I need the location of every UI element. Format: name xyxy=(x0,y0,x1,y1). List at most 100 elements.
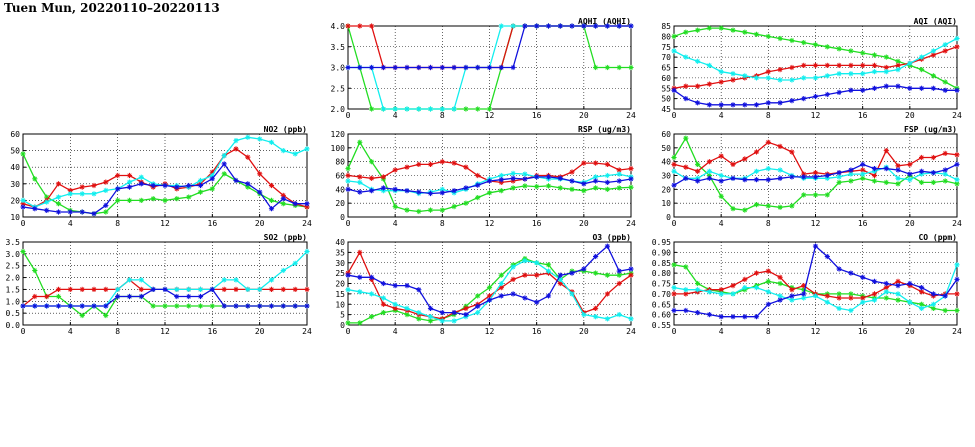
data-point xyxy=(695,83,701,89)
data-point xyxy=(197,293,204,300)
data-point xyxy=(416,189,422,195)
y-tick-label: 40 xyxy=(10,163,20,172)
y-tick-label: 120 xyxy=(331,130,346,139)
data-point xyxy=(79,184,85,190)
data-point xyxy=(545,183,552,189)
data-point xyxy=(126,277,133,283)
data-point xyxy=(895,291,901,297)
data-point xyxy=(730,206,736,212)
data-point xyxy=(789,293,795,299)
data-point xyxy=(126,184,133,190)
data-point xyxy=(357,189,363,195)
data-point xyxy=(345,186,351,192)
data-point xyxy=(233,138,239,144)
data-point xyxy=(718,25,724,31)
data-point xyxy=(510,291,516,297)
data-point xyxy=(604,64,610,71)
data-point xyxy=(268,139,275,145)
data-point xyxy=(268,206,275,212)
data-point xyxy=(345,287,351,293)
chart-title: CO (ppm) xyxy=(918,233,957,242)
data-point xyxy=(20,303,26,309)
data-point xyxy=(860,161,866,167)
x-tick-label: 8 xyxy=(440,111,445,120)
data-point xyxy=(174,293,180,300)
data-point xyxy=(380,106,386,112)
data-point xyxy=(812,42,819,48)
data-point xyxy=(486,106,493,112)
data-point xyxy=(765,166,771,172)
data-point xyxy=(930,85,936,91)
data-point xyxy=(221,303,227,309)
data-point xyxy=(683,264,689,270)
data-point xyxy=(753,149,760,155)
data-point xyxy=(292,201,298,207)
x-tick-label: 8 xyxy=(440,327,445,336)
data-point xyxy=(593,305,599,311)
data-point xyxy=(593,64,599,71)
data-point xyxy=(907,161,913,167)
data-point xyxy=(616,312,622,318)
data-point xyxy=(824,44,830,50)
series-blue xyxy=(671,83,960,108)
data-point xyxy=(498,64,504,71)
data-point xyxy=(138,277,144,283)
x-tick-label: 20 xyxy=(579,219,589,228)
data-point xyxy=(439,207,445,213)
data-point xyxy=(777,280,783,287)
data-point xyxy=(765,33,771,39)
data-point xyxy=(475,293,481,299)
y-tick-label: 30 xyxy=(661,172,671,181)
y-tick-label: 80 xyxy=(335,158,345,167)
data-point xyxy=(706,25,712,31)
data-point xyxy=(671,291,677,297)
chart-title: O3 (ppb) xyxy=(592,233,631,242)
data-point xyxy=(706,175,712,181)
data-point xyxy=(942,42,948,48)
data-point xyxy=(186,293,192,300)
data-point xyxy=(126,197,133,203)
data-point xyxy=(404,283,410,289)
data-point xyxy=(357,139,363,145)
data-point xyxy=(280,303,286,309)
data-point xyxy=(628,166,634,172)
data-point xyxy=(345,320,351,326)
data-point xyxy=(67,209,73,215)
x-tick-label: 24 xyxy=(952,327,962,336)
data-point xyxy=(463,200,469,206)
data-point xyxy=(233,177,239,184)
data-point xyxy=(32,293,38,300)
data-point xyxy=(380,310,386,316)
data-point xyxy=(510,23,516,29)
data-point xyxy=(812,93,819,100)
data-point xyxy=(824,91,830,98)
data-point xyxy=(55,201,62,207)
data-point xyxy=(380,280,386,287)
data-point xyxy=(801,62,807,68)
data-point xyxy=(604,243,610,249)
x-tick-label: 16 xyxy=(532,327,542,336)
data-point xyxy=(683,54,689,60)
data-point xyxy=(522,295,528,301)
data-point xyxy=(162,182,168,189)
data-point xyxy=(777,175,783,181)
x-tick-label: 0 xyxy=(672,327,677,336)
data-point xyxy=(475,64,481,71)
data-point xyxy=(742,29,748,35)
series-blue xyxy=(345,174,634,197)
data-point xyxy=(954,161,960,167)
data-point xyxy=(695,161,701,167)
data-point xyxy=(126,293,133,300)
data-point xyxy=(404,207,410,213)
y-tick-label: 1.5 xyxy=(6,285,21,294)
data-point xyxy=(304,146,310,152)
data-point xyxy=(706,102,712,108)
y-tick-label: 3.5 xyxy=(6,238,21,247)
y-tick-label: 100 xyxy=(331,144,346,153)
data-point xyxy=(534,299,540,305)
data-point xyxy=(304,286,310,292)
data-point xyxy=(510,185,516,191)
x-tick-label: 20 xyxy=(579,327,589,336)
data-point xyxy=(683,96,689,102)
data-point xyxy=(475,195,481,201)
